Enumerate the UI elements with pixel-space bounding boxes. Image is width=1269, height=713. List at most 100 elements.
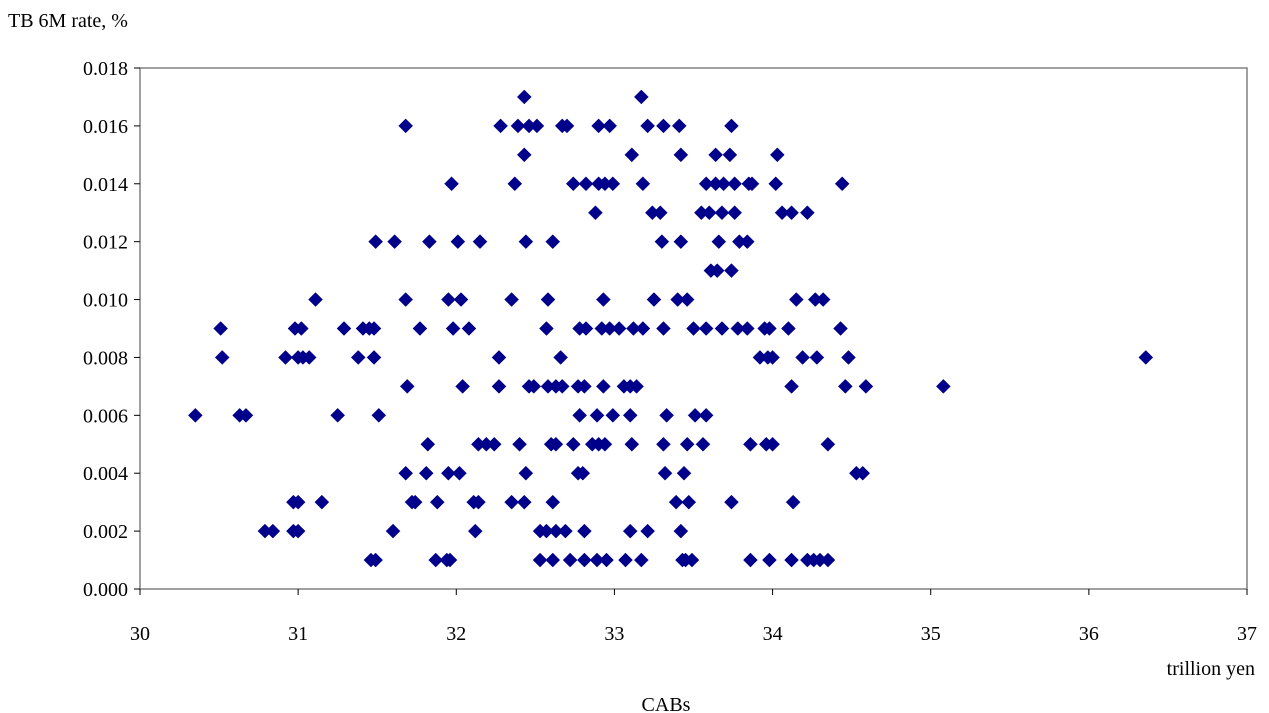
x-tick-label: 32 bbox=[446, 623, 466, 645]
data-point bbox=[698, 407, 714, 423]
data-point bbox=[591, 118, 606, 134]
data-point bbox=[784, 205, 799, 221]
data-point bbox=[739, 234, 755, 250]
data-point bbox=[788, 292, 804, 307]
data-point bbox=[467, 523, 483, 539]
data-points bbox=[187, 89, 1154, 568]
data-point bbox=[633, 89, 649, 105]
data-point bbox=[444, 176, 459, 192]
data-point bbox=[769, 147, 785, 163]
data-point bbox=[659, 407, 674, 423]
data-point bbox=[572, 407, 587, 423]
data-point bbox=[452, 465, 467, 481]
data-point bbox=[596, 379, 611, 394]
x-tick-label: 33 bbox=[604, 623, 624, 645]
data-point bbox=[936, 379, 951, 394]
data-point bbox=[512, 436, 527, 452]
y-axis: 0.000 0.002 0.004 0.006 0.008 0.010 0.012 0.014… bbox=[83, 58, 140, 601]
data-point bbox=[605, 407, 621, 423]
data-point bbox=[781, 321, 796, 336]
data-point bbox=[656, 118, 671, 134]
data-point bbox=[589, 407, 605, 423]
data-point bbox=[368, 552, 383, 568]
y-tick-label: 0.012 bbox=[83, 232, 128, 254]
data-point bbox=[461, 321, 477, 336]
data-point bbox=[429, 494, 445, 510]
data-point bbox=[646, 292, 662, 307]
x-axis-label: CABs bbox=[642, 694, 691, 713]
data-point bbox=[841, 350, 856, 365]
data-point bbox=[784, 552, 799, 568]
data-point bbox=[618, 552, 633, 568]
data-point bbox=[640, 523, 655, 539]
data-point bbox=[795, 350, 810, 365]
data-point bbox=[301, 350, 317, 365]
data-point bbox=[727, 205, 742, 221]
data-point bbox=[1138, 350, 1154, 365]
x-axis-unit: trillion yen bbox=[1167, 658, 1255, 680]
data-point bbox=[290, 494, 306, 510]
data-point bbox=[743, 436, 758, 452]
data-point bbox=[412, 321, 428, 336]
data-point bbox=[442, 552, 458, 568]
data-point bbox=[622, 407, 638, 423]
data-point bbox=[450, 234, 466, 250]
plot-area bbox=[139, 67, 1248, 590]
data-point bbox=[815, 292, 831, 307]
data-point bbox=[491, 379, 507, 394]
data-point bbox=[724, 263, 739, 278]
data-point bbox=[611, 321, 627, 336]
data-point bbox=[833, 321, 848, 336]
data-point bbox=[624, 147, 640, 163]
data-point bbox=[420, 436, 436, 452]
data-point bbox=[765, 436, 780, 452]
data-point bbox=[714, 205, 730, 221]
y-tick-label: 0.002 bbox=[83, 521, 128, 543]
data-point bbox=[532, 552, 548, 568]
data-point bbox=[698, 321, 714, 336]
data-point bbox=[635, 321, 651, 336]
data-point bbox=[578, 321, 594, 336]
data-point bbox=[687, 407, 703, 423]
data-point bbox=[724, 118, 739, 134]
data-point bbox=[681, 494, 697, 510]
y-tick-label: 0.018 bbox=[83, 58, 128, 80]
data-point bbox=[837, 379, 853, 394]
data-point bbox=[293, 321, 309, 336]
data-point bbox=[455, 379, 470, 394]
data-point bbox=[565, 436, 581, 452]
data-point bbox=[722, 147, 738, 163]
x-tick-label: 31 bbox=[288, 623, 308, 645]
data-point bbox=[507, 176, 523, 192]
data-point bbox=[629, 379, 644, 394]
data-point bbox=[441, 465, 456, 481]
data-point bbox=[622, 523, 638, 539]
y-tick-label: 0.008 bbox=[83, 347, 128, 369]
data-point bbox=[554, 379, 570, 394]
data-point bbox=[398, 292, 414, 307]
data-point bbox=[565, 176, 581, 192]
data-point bbox=[516, 147, 532, 163]
x-tick-label: 36 bbox=[1079, 623, 1099, 645]
data-point bbox=[679, 292, 695, 307]
data-point bbox=[504, 494, 519, 510]
data-point bbox=[472, 234, 488, 250]
data-point bbox=[578, 176, 594, 192]
data-point bbox=[588, 205, 603, 221]
data-point bbox=[684, 552, 700, 568]
data-point bbox=[577, 379, 592, 394]
y-tick-label: 0.010 bbox=[83, 290, 128, 312]
data-point bbox=[350, 350, 366, 365]
data-point bbox=[562, 552, 578, 568]
x-tick-label: 34 bbox=[763, 623, 783, 645]
data-point bbox=[633, 552, 649, 568]
data-point bbox=[765, 350, 780, 365]
data-point bbox=[855, 465, 871, 481]
data-point bbox=[518, 234, 534, 250]
data-point bbox=[526, 379, 542, 394]
data-point bbox=[676, 465, 692, 481]
data-point bbox=[635, 176, 651, 192]
data-point bbox=[518, 465, 534, 481]
data-point bbox=[652, 205, 668, 221]
